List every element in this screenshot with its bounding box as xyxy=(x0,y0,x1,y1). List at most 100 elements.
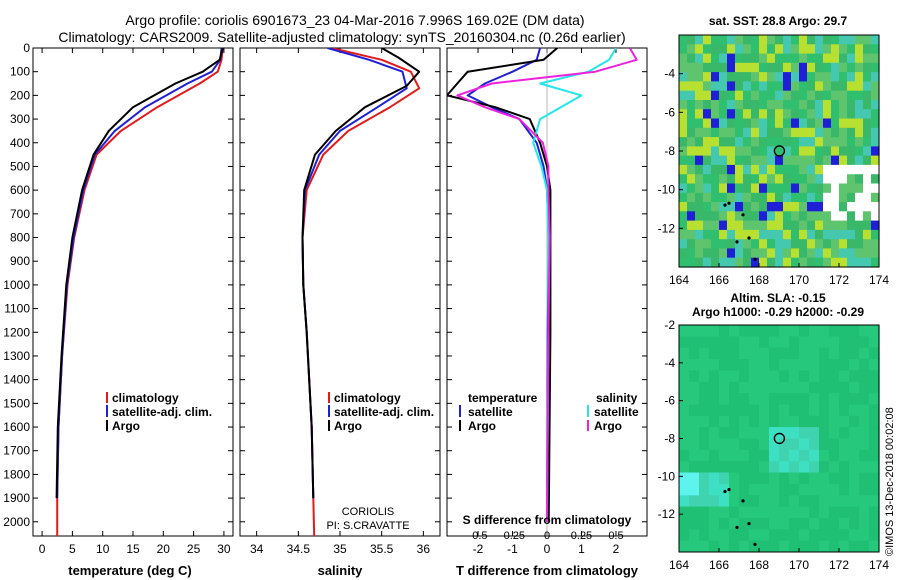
map-cell xyxy=(727,100,736,110)
data-centre-label: CORIOLIS xyxy=(342,506,395,518)
map-cell xyxy=(819,415,830,428)
map-cell xyxy=(847,90,856,101)
map-cell xyxy=(791,90,800,101)
map-cell xyxy=(719,202,728,212)
map-cell xyxy=(855,109,864,120)
map-cell xyxy=(807,100,816,110)
map-cell xyxy=(735,90,744,101)
map-cell xyxy=(807,44,816,55)
map-cell xyxy=(855,174,864,185)
map-cell xyxy=(703,239,712,250)
map-cell xyxy=(679,100,688,110)
map-cell xyxy=(799,202,808,212)
map-cell xyxy=(829,427,840,439)
map-cell xyxy=(863,257,872,268)
map-cell xyxy=(779,415,790,428)
map-cell xyxy=(775,257,784,268)
x-tick-label: 35 xyxy=(333,542,347,556)
y-tick-label: 400 xyxy=(10,136,30,150)
map-cell xyxy=(679,381,690,394)
map-cell xyxy=(779,495,790,508)
map-cell xyxy=(739,449,750,462)
map-cell xyxy=(807,62,816,73)
map-cell xyxy=(855,220,864,231)
map-cell xyxy=(695,164,704,175)
map-cell xyxy=(859,404,870,417)
map-cell xyxy=(689,415,700,428)
map-cell xyxy=(869,347,880,360)
map-cell xyxy=(703,109,712,120)
map-cell xyxy=(783,164,792,175)
y-tick-label: 0 xyxy=(23,41,30,55)
map-cell xyxy=(839,127,848,138)
map-cell xyxy=(749,427,760,439)
map-cell xyxy=(739,472,750,485)
map-cell xyxy=(829,347,840,360)
map-x-tick-label: 174 xyxy=(869,273,889,287)
map-cell xyxy=(815,155,824,166)
map-cell xyxy=(809,370,820,383)
map-cell xyxy=(789,540,800,553)
map-cell xyxy=(791,164,800,175)
map-cell xyxy=(679,81,688,92)
x-tick-label: 0 xyxy=(39,542,46,556)
map-cell xyxy=(799,53,808,64)
map-cell xyxy=(709,506,720,519)
map-cell xyxy=(759,359,770,371)
map-cell xyxy=(859,540,870,553)
map-cell xyxy=(807,146,816,157)
map-cell xyxy=(819,325,830,337)
map-cell xyxy=(829,461,840,474)
map-cell xyxy=(775,155,784,166)
map-cell xyxy=(739,506,750,519)
map-cell xyxy=(859,495,870,508)
map-cell xyxy=(767,183,776,194)
map-cell xyxy=(831,229,840,240)
map-cell xyxy=(689,336,700,349)
map-cell xyxy=(809,438,820,451)
y-tick-label: 1600 xyxy=(3,420,30,434)
legend-label-t-argo: Argo xyxy=(468,419,496,433)
map-cell xyxy=(759,325,770,337)
map-cell xyxy=(809,540,820,553)
map-cell xyxy=(839,495,850,508)
map-cell xyxy=(699,336,710,349)
map-cell xyxy=(695,220,704,231)
map-cell xyxy=(859,529,870,542)
map-cell xyxy=(807,72,816,82)
map-cell xyxy=(711,53,720,64)
map-cell xyxy=(815,192,824,203)
map-cell xyxy=(679,118,688,129)
map-cell xyxy=(815,53,824,64)
map-cell xyxy=(819,461,830,474)
map-cell xyxy=(751,62,760,73)
map-cell xyxy=(791,192,800,203)
map-cell xyxy=(749,359,760,371)
map-cell xyxy=(815,202,824,212)
map-cell xyxy=(847,72,856,82)
map-cell xyxy=(695,146,704,157)
map-cell xyxy=(855,127,864,138)
map-cell xyxy=(847,62,856,73)
map-cell xyxy=(703,81,712,92)
map-cell xyxy=(743,183,752,194)
map-cell xyxy=(815,211,824,222)
map-cell xyxy=(679,72,688,82)
map-cell xyxy=(729,438,740,451)
map-cell xyxy=(767,137,776,147)
map-cell xyxy=(767,220,776,231)
map-cell xyxy=(799,220,808,231)
map-cell xyxy=(767,248,776,259)
map-cell xyxy=(783,35,792,45)
map-cell xyxy=(687,44,696,55)
map-cell xyxy=(869,370,880,383)
map-cell xyxy=(809,495,820,508)
map-cell xyxy=(679,146,688,157)
map-cell xyxy=(847,127,856,138)
map-cell xyxy=(855,164,864,175)
map-cell xyxy=(791,109,800,120)
map-cell xyxy=(869,359,880,371)
map-cell xyxy=(709,529,720,542)
map-cell xyxy=(749,540,760,553)
map-cell xyxy=(807,118,816,129)
